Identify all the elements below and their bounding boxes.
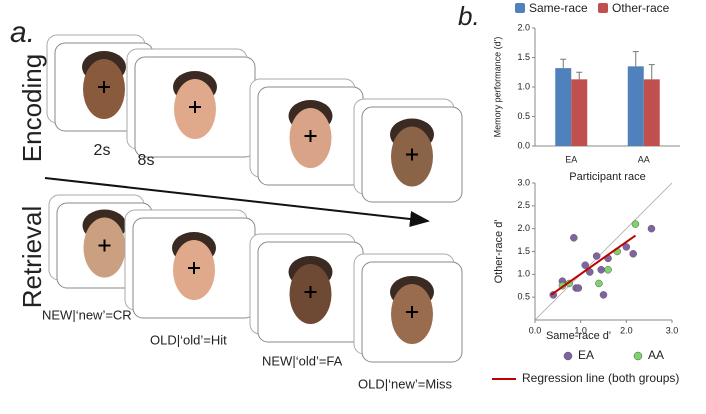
point — [592, 252, 601, 260]
point — [599, 291, 608, 299]
point — [629, 250, 637, 258]
retrieval-title: Retrieval — [17, 206, 47, 309]
x-tick-label: 2.0 — [620, 325, 633, 335]
point — [597, 266, 605, 274]
y-tick-label: 2.5 — [517, 200, 530, 210]
encoding-title: Encoding — [17, 54, 47, 162]
x-axis-label: Same-race d' — [546, 330, 611, 342]
y-tick-label: 0.5 — [517, 292, 530, 302]
y-tick-label: 1.0 — [517, 81, 530, 91]
error-bar — [576, 71, 583, 80]
duration-label: 8s — [138, 152, 155, 169]
panel-label: a. — [10, 16, 35, 49]
condition-label: NEW|‘new’=CR — [42, 307, 132, 322]
x-tick-label: 1.0 — [574, 325, 587, 335]
point — [574, 284, 583, 292]
time-arrow — [44, 177, 430, 227]
x-tick-label: 0.0 — [529, 325, 542, 335]
y-tick-label: 2.0 — [517, 223, 530, 233]
bar — [627, 66, 644, 146]
x-tick-label: 3.0 — [666, 325, 679, 335]
legend-label: EA — [578, 348, 594, 362]
legend-label: Other-race — [612, 1, 670, 15]
error-bar — [648, 64, 655, 80]
y-axis-label: Other-race d' — [493, 220, 505, 284]
y-tick-label: 2.0 — [517, 22, 530, 32]
legend-swatch — [633, 351, 643, 361]
condition-label: OLD|‘new’=Miss — [358, 376, 453, 391]
panel-label: b. — [458, 1, 480, 31]
point — [595, 279, 603, 288]
legend-swatch — [598, 3, 608, 13]
y-tick-label: 3.0 — [517, 177, 530, 187]
legend-label: AA — [648, 348, 664, 362]
legend-label: Regression line (both groups) — [522, 371, 679, 385]
error-bar — [632, 51, 639, 67]
point — [631, 220, 640, 228]
x-tick-label: AA — [638, 154, 650, 164]
face-cards — [46, 34, 463, 363]
duration-label: 2s — [94, 142, 111, 159]
y-tick-label: 1.5 — [517, 246, 530, 256]
point — [570, 234, 578, 242]
y-axis-label: Memory performance (d') — [492, 37, 502, 138]
error-bar — [560, 58, 567, 69]
bar — [643, 79, 660, 146]
x-tick-label: EA — [565, 154, 577, 164]
point — [604, 266, 612, 274]
bar — [571, 79, 588, 146]
legend-swatch — [515, 3, 525, 13]
condition-label: NEW|‘old’=FA — [262, 353, 343, 368]
point — [581, 261, 589, 269]
y-tick-label: 0.0 — [517, 140, 530, 150]
x-axis-label: Participant race — [569, 171, 645, 183]
y-tick-label: 1.0 — [517, 269, 530, 279]
condition-label: OLD|‘old’=Hit — [150, 332, 227, 347]
legend-swatch — [563, 351, 573, 361]
y-tick-label: 1.5 — [517, 52, 530, 62]
regression-line — [550, 234, 637, 296]
point — [622, 243, 631, 251]
bar — [555, 68, 572, 146]
y-tick-label: 0.5 — [517, 111, 530, 121]
identity-line — [534, 182, 673, 321]
legend-label: Same-race — [529, 1, 588, 15]
point — [647, 224, 656, 233]
